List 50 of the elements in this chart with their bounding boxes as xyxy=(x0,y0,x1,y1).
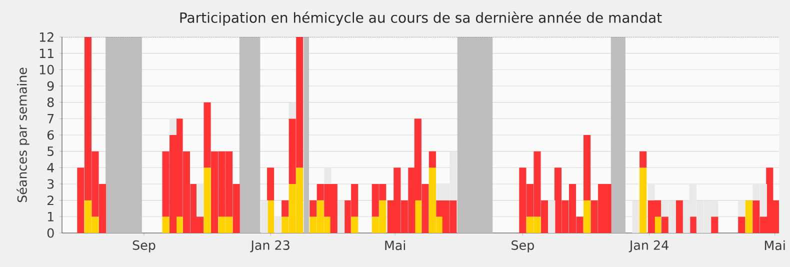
y-tick-label: 6 xyxy=(47,130,54,140)
y-tick-label: 0 xyxy=(47,228,54,238)
y-tick-label: 12 xyxy=(40,32,54,42)
bar xyxy=(324,168,332,184)
bar xyxy=(260,200,268,233)
x-tick-label: Mai xyxy=(764,240,785,250)
bar xyxy=(584,134,591,200)
bar xyxy=(676,200,683,233)
bar xyxy=(661,216,668,233)
bar xyxy=(310,200,317,217)
x-tick-label: Jan 23 xyxy=(250,240,290,252)
bar xyxy=(204,168,211,233)
y-tick-label: 5 xyxy=(48,146,54,156)
y-tick-label: 9 xyxy=(47,81,54,91)
bar xyxy=(745,200,752,233)
bar xyxy=(640,151,647,168)
bar xyxy=(548,200,556,233)
bar xyxy=(689,216,696,233)
y-tick-label: 7 xyxy=(48,114,54,124)
bar xyxy=(632,200,640,233)
bar xyxy=(282,200,289,217)
y-tick-label: 3 xyxy=(48,179,54,189)
y-tick-label: 4 xyxy=(47,163,54,172)
bar xyxy=(162,216,170,233)
bar xyxy=(640,168,647,233)
bar xyxy=(648,184,655,200)
bar xyxy=(738,216,746,233)
y-tick-label: 10 xyxy=(40,64,54,74)
bar xyxy=(584,200,591,233)
bar xyxy=(711,216,718,233)
bar xyxy=(274,216,282,233)
bar xyxy=(267,168,274,200)
y-tick-label: 2 xyxy=(48,196,54,206)
bar xyxy=(428,151,436,168)
x-tick-label: Sep xyxy=(132,240,156,252)
bar xyxy=(338,200,345,233)
y-tick-label: 1 xyxy=(48,212,54,222)
y-axis-title: Séances par semaine xyxy=(16,68,30,202)
x-tick-label: Sep xyxy=(512,240,534,252)
bar xyxy=(414,200,422,233)
bar xyxy=(738,200,746,217)
bar xyxy=(196,184,204,217)
bar xyxy=(288,102,296,119)
x-tick-label: Jan 24 xyxy=(628,240,668,252)
chart-title: Participation en hémicycle au cours de sa dernière année de mandat xyxy=(180,12,662,26)
y-tick-label: 8 xyxy=(47,98,54,108)
y-tick-label: 11 xyxy=(40,48,54,58)
bar xyxy=(170,118,177,135)
bar xyxy=(351,216,358,233)
x-tick-label: Mai xyxy=(385,240,406,250)
